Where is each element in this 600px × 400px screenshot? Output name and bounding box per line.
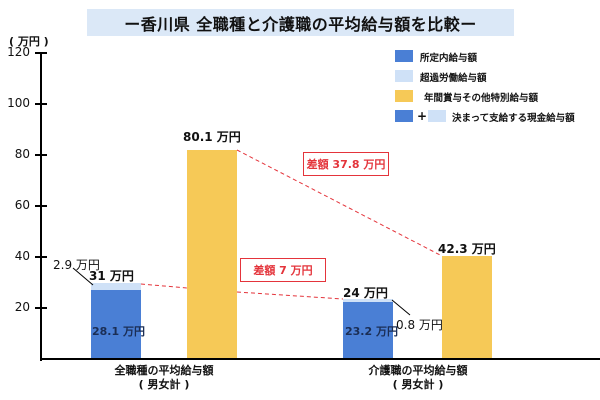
- monthly-total-label-care: 24 万円: [343, 286, 388, 300]
- legend-swatch-monthly-lightblue: [428, 110, 446, 122]
- overtime-label-all-jobs: 2.9 万円: [53, 258, 100, 272]
- category-care-line2: ( 男女計 ): [392, 378, 444, 391]
- difference-monthly-box: 差額 7 万円: [240, 258, 326, 282]
- overtime-label-care: 0.8 万円: [396, 318, 443, 332]
- monthly-total-label-all-jobs: 31 万円: [89, 269, 134, 283]
- bonus-label-all-jobs: 80.1 万円: [183, 130, 241, 144]
- bar-overtime-all-jobs: [91, 283, 141, 290]
- bar-base-care: [343, 302, 393, 359]
- x-axis: [40, 358, 600, 360]
- category-all-jobs-line2: ( 男女計 ): [138, 378, 190, 391]
- legend-swatch-base: [395, 50, 413, 62]
- legend-label-base: 所定内給与額: [420, 53, 478, 64]
- base-label-all-jobs: 28.1 万円: [92, 325, 145, 338]
- bar-overtime-care: [343, 299, 393, 302]
- legend-plus-sign: +: [417, 109, 428, 123]
- y-tick-label-20: 20: [14, 300, 30, 314]
- y-tick-label-100: 100: [7, 96, 30, 110]
- legend-label-overtime: 超過労働給与額: [420, 73, 487, 84]
- base-label-care: 23.2 万円: [345, 325, 398, 338]
- y-tick-label-60: 60: [14, 198, 30, 212]
- chart-title: ー香川県 全職種と介護職の平均給与額を比較ー: [87, 9, 514, 36]
- y-axis-unit: ( 万円 ): [9, 35, 49, 48]
- y-tick-label-80: 80: [14, 147, 30, 161]
- category-all-jobs-line1: 全職種の平均給与額: [114, 364, 214, 377]
- category-care-line1: 介護職の平均給与額: [368, 364, 468, 377]
- difference-bonus-box: 差額 37.8 万円: [303, 152, 389, 176]
- legend-swatch-bonus: [395, 90, 413, 102]
- y-tick-label-40: 40: [14, 249, 30, 263]
- y-tick-label-120: 120: [7, 45, 30, 59]
- bar-bonus-all-jobs: [187, 150, 237, 359]
- bonus-label-care: 42.3 万円: [438, 242, 496, 256]
- legend-swatch-overtime: [395, 70, 413, 82]
- bar-bonus-care: [442, 256, 492, 359]
- legend-label-bonus: 年間賞与その他特別給与額: [424, 93, 539, 104]
- category-label-care: 介護職の平均給与額 ( 男女計 ): [328, 364, 508, 392]
- bar-base-all-jobs: [91, 290, 141, 359]
- legend-label-monthly: 決まって支給する現金給与額: [452, 113, 575, 124]
- category-label-all-jobs: 全職種の平均給与額 ( 男女計 ): [74, 364, 254, 392]
- y-axis: [40, 52, 42, 361]
- legend-swatch-monthly-blue: [395, 110, 413, 122]
